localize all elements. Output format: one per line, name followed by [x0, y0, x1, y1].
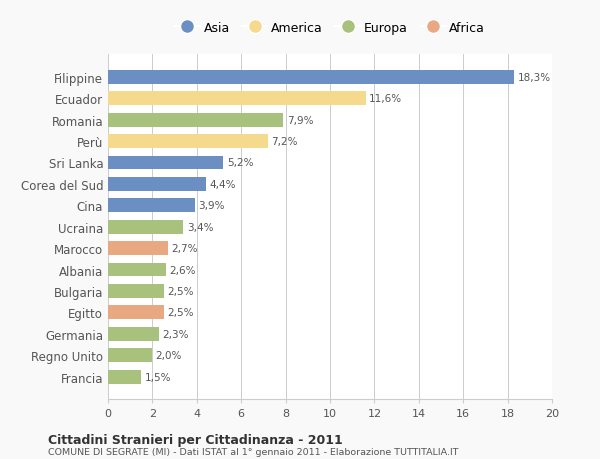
Bar: [108, 135, 268, 149]
Bar: [108, 327, 159, 341]
Text: 11,6%: 11,6%: [369, 94, 402, 104]
Text: 3,4%: 3,4%: [187, 222, 214, 232]
Text: 2,5%: 2,5%: [167, 286, 193, 296]
Text: 3,9%: 3,9%: [198, 201, 224, 211]
Bar: [108, 113, 283, 127]
Bar: [108, 263, 166, 277]
Bar: [108, 241, 168, 256]
Text: 7,9%: 7,9%: [287, 115, 313, 125]
Bar: [108, 178, 206, 191]
Bar: [108, 284, 163, 298]
Text: 2,3%: 2,3%: [163, 329, 189, 339]
Bar: [108, 348, 152, 362]
Bar: [108, 370, 142, 384]
Text: 2,7%: 2,7%: [171, 244, 198, 253]
Bar: [108, 199, 194, 213]
Bar: [108, 71, 514, 84]
Text: 2,0%: 2,0%: [156, 350, 182, 360]
Bar: [108, 306, 163, 319]
Legend: Asia, America, Europa, Africa: Asia, America, Europa, Africa: [170, 17, 490, 39]
Bar: [108, 92, 365, 106]
Text: 2,5%: 2,5%: [167, 308, 193, 318]
Bar: [108, 156, 223, 170]
Text: 18,3%: 18,3%: [518, 73, 551, 83]
Bar: [108, 220, 184, 234]
Text: 1,5%: 1,5%: [145, 372, 171, 382]
Text: 5,2%: 5,2%: [227, 158, 253, 168]
Text: 2,6%: 2,6%: [169, 265, 196, 275]
Text: 4,4%: 4,4%: [209, 179, 236, 190]
Text: COMUNE DI SEGRATE (MI) - Dati ISTAT al 1° gennaio 2011 - Elaborazione TUTTITALIA: COMUNE DI SEGRATE (MI) - Dati ISTAT al 1…: [48, 448, 458, 457]
Text: Cittadini Stranieri per Cittadinanza - 2011: Cittadini Stranieri per Cittadinanza - 2…: [48, 433, 343, 446]
Text: 7,2%: 7,2%: [271, 137, 298, 147]
